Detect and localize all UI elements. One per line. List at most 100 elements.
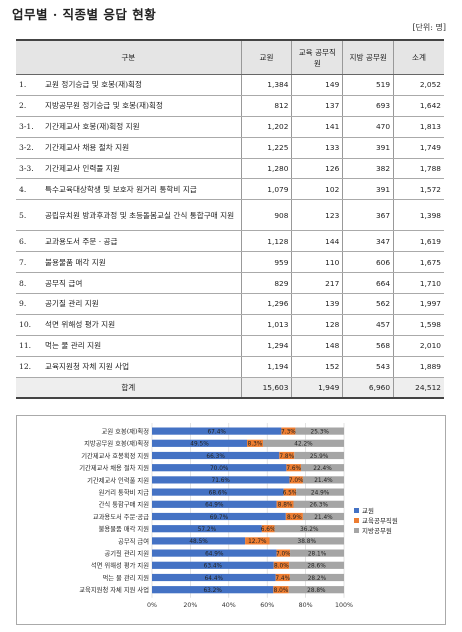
value-cell: 133 [291, 137, 343, 159]
bar-segment [290, 549, 344, 557]
data-label: 7.4% [275, 576, 290, 582]
data-label: 8.0% [274, 564, 289, 570]
value-cell: 367 [342, 199, 394, 232]
total-label: 합계 [16, 376, 242, 400]
bar-segment [286, 464, 301, 472]
response-table: 구분 교원 교육 공무직원 지방 공무원 소계 1. 교원 정기승급 및 호봉(재… [16, 39, 444, 400]
data-label: 71.6% [212, 478, 231, 484]
bar-segment [152, 586, 274, 594]
page-title: 업무별 · 직종별 응답 현황 [12, 7, 157, 22]
header-local-official: 지방 공무원 [342, 39, 394, 75]
category-label: 기간제교사 채용 절차 지원 [79, 463, 149, 472]
value-cell: 562 [342, 293, 394, 315]
table-row: 9. 공기질 관리 지원 1,296 139 562 1,997 [16, 293, 444, 315]
data-label: 68.6% [209, 490, 228, 496]
data-label: 64.9% [205, 551, 224, 557]
value-cell: 391 [342, 178, 394, 201]
bar-segment [295, 427, 344, 435]
category-label: 공기질 관리 지원 [104, 549, 149, 558]
data-label: 8.8% [278, 503, 293, 509]
value-cell: 959 [240, 251, 292, 274]
value-cell: 2,052 [393, 74, 444, 96]
bar-segment [285, 512, 303, 521]
value-cell: 148 [291, 335, 343, 357]
value-cell: 391 [342, 137, 394, 159]
value-cell: 1,889 [393, 356, 444, 378]
value-cell: 1,642 [393, 95, 444, 117]
row-label: 기간제교사 호봉(재)획정 지원 [45, 122, 140, 132]
table-row: 3-2. 기간제교사 채용 절차 지원 1,225 133 391 1,749 [16, 137, 444, 159]
category-label: 원거리 통학비 지급 [99, 488, 150, 497]
value-cell: 1,710 [393, 272, 444, 295]
value-cell: 1,788 [393, 158, 444, 180]
value-cell: 126 [291, 158, 343, 180]
data-label: 25.3% [311, 429, 330, 435]
category-label: 기간제교사 인력풀 지원 [87, 475, 149, 484]
bar-segment [273, 561, 290, 569]
data-label: 6.6% [261, 527, 276, 533]
data-label: 69.7% [210, 515, 229, 521]
row-label: 기간제교사 인력풀 지원 [45, 164, 120, 173]
bar-segment [152, 525, 262, 533]
row-label-cell: 8. 공무직 급여 [16, 272, 242, 295]
bar-segment [293, 500, 344, 508]
bar-segment [152, 464, 287, 472]
value-cell: 568 [342, 335, 394, 357]
bar-segment [276, 500, 294, 508]
bar-segment [296, 488, 344, 496]
bar-segment [245, 537, 270, 545]
row-label-cell: 5. 공립유치원 방과후과정 및 초등돌봄교실 간식 통합구매 지원 [16, 199, 242, 232]
data-label: 6.5% [283, 490, 298, 496]
value-cell: 1,572 [393, 178, 444, 201]
bar-segment [262, 439, 344, 447]
row-label: 석면 위해성 평가 지원 [45, 320, 116, 330]
bar-segment [152, 549, 277, 557]
row-number: 9. [19, 299, 27, 309]
value-cell: 812 [240, 95, 292, 117]
value-cell: 1,294 [240, 335, 292, 357]
row-number: 8. [19, 278, 27, 288]
bar-segment [152, 439, 248, 447]
table-row: 8. 공무직 급여 829 217 664 1,710 [16, 272, 444, 295]
category-label: 교육지원청 자체 지원 사업 [79, 585, 149, 594]
value-cell: 382 [342, 158, 394, 180]
data-label: 21.4% [314, 478, 333, 484]
data-label: 64.9% [205, 503, 224, 509]
bar-segment [281, 427, 296, 435]
x-tick-label: 0% [147, 602, 157, 609]
table-row: 11. 먹는 물 관리 지원 1,294 148 568 2,010 [16, 335, 444, 357]
table-row: 2. 지방공무원 정기승급 및 호봉(재)획정 812 137 693 1,642 [16, 95, 444, 117]
bar-segment [300, 464, 344, 472]
bar-segment [289, 476, 303, 484]
data-label: 63.4% [204, 564, 223, 570]
data-label: 42.2% [294, 442, 313, 448]
row-number: 2. [19, 101, 27, 111]
value-cell: 347 [342, 230, 394, 253]
data-label: 28.6% [307, 564, 326, 570]
stacked-bar-chart: 0% 20% 40% 60% 80% 100% 교원 호봉(재)획정 67.4% 7.3% 25.… [16, 415, 446, 625]
category-label: 지방공무원 호봉(재)획정 [84, 439, 149, 448]
header-teacher: 교원 [240, 39, 292, 75]
value-cell: 144 [291, 230, 343, 253]
row-label-cell: 3-3. 기간제교사 인력풀 지원 [16, 158, 242, 180]
bar-segment [283, 488, 297, 496]
row-number: 7. [19, 257, 27, 267]
category-label: 기간제교사 호봉획정 지원 [81, 451, 149, 460]
data-label: 7.0% [289, 478, 304, 484]
category-label: 석면 위해성 평가 지원 [91, 561, 149, 570]
value-cell: 908 [240, 199, 292, 232]
bar-segment [152, 451, 280, 460]
row-number: 10. [19, 320, 32, 330]
data-label: 63.2% [203, 588, 222, 594]
row-number: 3-3. [19, 164, 34, 173]
unit-note: [단위: 명] [412, 23, 446, 32]
row-number: 11. [19, 341, 32, 351]
row-number: 3-2. [19, 143, 34, 153]
data-label: 66.3% [206, 454, 225, 460]
row-label: 공무직 급여 [45, 278, 83, 288]
row-label: 교육지원청 자체 지원 사업 [45, 362, 130, 372]
data-label: 28.1% [308, 551, 327, 557]
header-category: 구분 [16, 39, 242, 75]
legend-swatch [354, 508, 359, 513]
data-label: 7.0% [276, 551, 291, 557]
